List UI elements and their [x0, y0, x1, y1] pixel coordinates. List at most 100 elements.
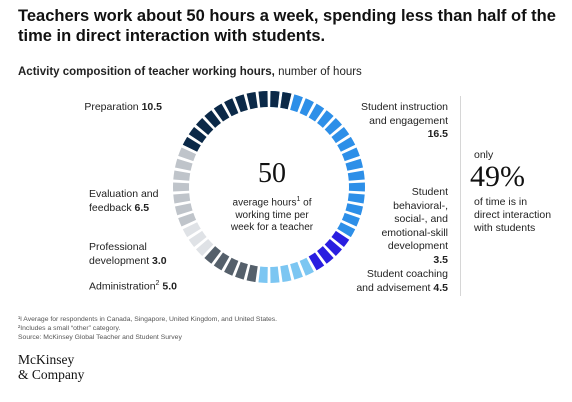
donut-segment-instruction — [341, 212, 360, 227]
donut-segment-preparation — [182, 136, 201, 152]
callout-line2: direct interaction — [474, 209, 552, 221]
label-administration: Administration2 5.0 — [89, 277, 177, 294]
donut-segment-evaluation — [178, 147, 197, 162]
donut-segment-evaluation — [178, 212, 197, 227]
label-evaluation-text2: feedback — [89, 201, 132, 214]
label-professional-value: 3.0 — [152, 254, 167, 267]
donut-segment-preparation — [270, 91, 280, 108]
label-administration-value: 5.0 — [162, 280, 177, 293]
label-instruction-text1: Student instruction — [361, 101, 448, 113]
donut-segment-administration — [246, 264, 258, 283]
label-instruction-text2: and engagement — [369, 114, 448, 127]
donut-segment-coaching — [258, 266, 268, 283]
donut-segment-evaluation — [174, 203, 193, 216]
label-behavioral-text2: behavioral-, — [393, 199, 448, 212]
label-professional-text1: Professional — [89, 241, 147, 253]
donut-segment-instruction — [290, 94, 303, 113]
bracket-line — [460, 96, 461, 296]
logo-line1: McKinsey — [18, 352, 75, 367]
donut-segment-professional — [182, 222, 201, 238]
donut-segment-preparation — [196, 118, 214, 136]
donut-segment-preparation — [188, 126, 207, 144]
donut-segment-preparation — [235, 94, 248, 113]
callout-line1: of time is in — [474, 196, 528, 208]
label-behavioral-text4: emotional-skill — [381, 226, 448, 239]
label-coaching-text2: and advisement — [356, 281, 431, 294]
label-behavioral-text1: Student — [411, 186, 448, 198]
donut-segment-administration — [235, 261, 248, 280]
donut-segment-instruction — [317, 110, 334, 128]
donut-segment-evaluation — [173, 182, 190, 192]
donut-segment-preparation — [246, 91, 258, 110]
donut-segment-preparation — [258, 91, 268, 108]
label-evaluation: Evaluation and feedback 6.5 — [89, 188, 158, 215]
label-administration-sup: 2 — [155, 280, 160, 287]
donut-segment-instruction — [324, 118, 342, 136]
label-preparation-text: Preparation — [84, 101, 139, 113]
donut-segment-behavioral — [317, 246, 334, 264]
chart-subtitle: Activity composition of teacher working … — [18, 66, 362, 78]
label-coaching-text1: Student coaching — [366, 268, 448, 280]
donut-segment-administration — [224, 257, 239, 276]
subtitle-bold: Activity composition of teacher working … — [18, 66, 275, 78]
callout-line3: with students — [474, 222, 536, 234]
center-value: 50 — [258, 158, 286, 189]
donut-segment-instruction — [345, 203, 364, 216]
label-coaching: Student coaching and advisement 4.5 — [356, 268, 448, 295]
mckinsey-logo: McKinsey & Company — [18, 352, 84, 382]
donut-segment-administration — [204, 246, 221, 264]
label-behavioral-text3: social-, and — [394, 213, 448, 225]
label-behavioral-text5: development — [387, 240, 448, 252]
subtitle-rest: number of hours — [274, 66, 362, 78]
center-line1: average hours — [232, 197, 297, 209]
donut-segment-coaching — [270, 266, 280, 283]
center-line2: working time per — [235, 209, 309, 221]
donut-segment-instruction — [347, 193, 365, 204]
label-preparation: Preparation 10.5 — [84, 101, 162, 115]
donut-segment-evaluation — [173, 170, 191, 181]
donut-segment-evaluation — [174, 158, 193, 171]
label-professional: Professional development 3.0 — [89, 241, 167, 268]
donut-segment-instruction — [337, 222, 356, 238]
donut-segment-professional — [188, 230, 207, 248]
footnotes: ¹l Average for respondents in Canada, Si… — [18, 315, 277, 342]
label-professional-text2: development — [89, 254, 150, 267]
donut-segment-instruction — [337, 136, 356, 152]
donut-segment-preparation — [280, 91, 292, 110]
footnote-2: ²Includes a small “other” category. — [18, 325, 121, 332]
donut-segment-instruction — [345, 158, 364, 171]
label-administration-text: Administration — [89, 280, 156, 293]
logo-line2: & Company — [18, 367, 85, 382]
label-behavioral-value: 3.5 — [433, 253, 448, 266]
center-line3: week for a teacher — [230, 222, 314, 234]
label-instruction-value: 16.5 — [427, 128, 448, 140]
donut-segment-instruction — [299, 98, 314, 117]
callout-text: of time is in direct interaction with st… — [474, 196, 564, 235]
donut-segment-instruction — [347, 170, 365, 181]
donut-segment-preparation — [204, 110, 221, 128]
callout-only: only — [474, 149, 494, 161]
donut-segment-administration — [213, 252, 230, 271]
label-evaluation-text1: Evaluation and — [89, 188, 159, 200]
center-line1b: of — [300, 197, 312, 209]
footnote-1: ¹l Average for respondents in Canada, Si… — [18, 316, 278, 323]
center-caption: average hours1 of working time per week … — [212, 194, 332, 235]
donut-segment-instruction — [331, 126, 350, 144]
label-evaluation-value: 6.5 — [134, 201, 150, 214]
label-instruction: Student instruction and engagement 16.5 — [361, 101, 448, 142]
donut-segment-instruction — [308, 103, 325, 122]
chart-title: Teachers work about 50 hours a week, spe… — [18, 7, 556, 45]
donut-segment-behavioral — [308, 252, 325, 271]
center-sup: 1 — [296, 196, 301, 203]
donut-segment-preparation — [224, 98, 239, 117]
callout-percent: 49% — [470, 160, 525, 193]
donut-segment-behavioral — [331, 230, 350, 248]
label-coaching-value: 4.5 — [433, 281, 448, 294]
footnote-source: Source: McKinsey Global Teacher and Stud… — [18, 334, 182, 341]
donut-segment-instruction — [341, 147, 360, 162]
donut-segment-behavioral — [324, 238, 342, 256]
donut-segment-coaching — [280, 264, 292, 283]
donut-segment-coaching — [299, 257, 314, 276]
label-behavioral: Student behavioral-, social-, and emotio… — [381, 186, 448, 267]
